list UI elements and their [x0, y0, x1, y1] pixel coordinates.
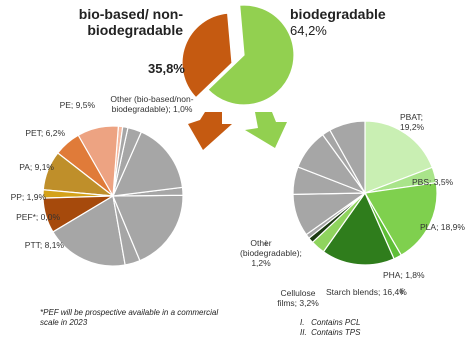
arrow-left [188, 112, 232, 150]
data-label: PBS; 3,5% [412, 177, 454, 187]
data-label: PTT; 8,1% [24, 240, 64, 250]
arrow-right [245, 112, 287, 148]
marker: ii [400, 286, 404, 296]
pie-slice [112, 131, 184, 197]
footnote: II. Contains TPS [300, 328, 460, 338]
value-label: 64,2% [290, 23, 327, 38]
data-label: Starch blends; 16,4% [326, 287, 407, 297]
data-label: Cellulose films; 3,2% [277, 288, 319, 309]
pie-slice [364, 181, 438, 257]
marker: i [265, 238, 267, 248]
data-label: PLA; 18,9% [420, 222, 465, 232]
pie-slice [112, 126, 129, 197]
category-label: bio-based/ non-biodegradable [78, 6, 183, 39]
data-label: Other (biodegradable); 1,2% [240, 238, 302, 269]
value-label: 35,8% [148, 61, 185, 76]
data-label: PHA; 1,8% [383, 270, 425, 280]
pie-slice [181, 12, 233, 99]
pie-slice [207, 4, 295, 106]
pie-slice [329, 120, 366, 196]
footnote-text: Contains PCL [311, 318, 361, 327]
pie-slice [322, 191, 395, 266]
footnote-text: Contains TPS [311, 328, 361, 337]
category-label: biodegradable [290, 6, 386, 22]
data-label: PBAT; 19,2% [400, 112, 425, 133]
footnote: I. Contains PCL [300, 318, 460, 328]
data-label: PEF*; 0,0% [16, 212, 60, 222]
footnote-num: II. [300, 328, 307, 337]
footnote: *PEF will be prospective available in a … [40, 308, 219, 328]
data-label: Other (bio-based/non-biodegradable); 1,0… [110, 94, 194, 115]
data-label: PE; 9,5% [59, 100, 95, 110]
data-label: PET; 6,2% [25, 128, 65, 138]
data-label: PA; 9,1% [19, 162, 54, 172]
footnote-num: I. [300, 318, 305, 327]
data-label: PP; 1,9% [10, 192, 46, 202]
pie-slice [52, 195, 126, 267]
pie-slice [112, 194, 184, 262]
pie-slice [364, 120, 434, 194]
